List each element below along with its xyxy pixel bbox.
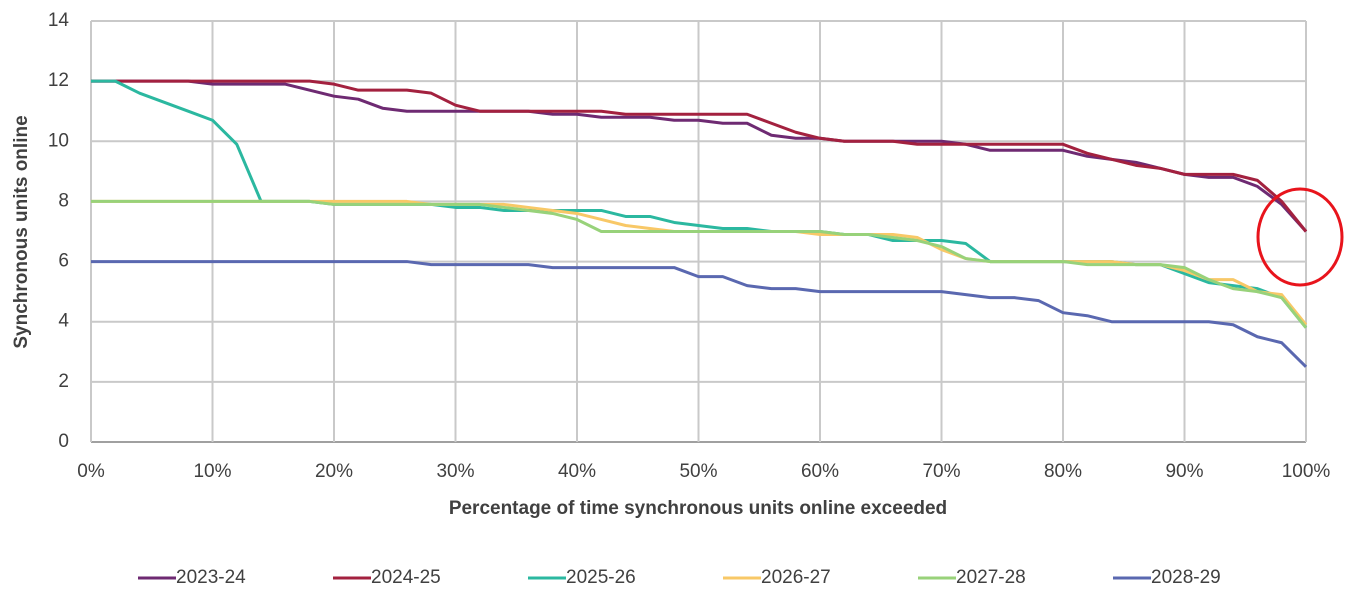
series-line	[91, 79, 1308, 233]
legend-label: 2025-26	[566, 567, 636, 588]
x-tick-label: 60%	[801, 461, 839, 482]
legend-label: 2026-27	[761, 567, 831, 588]
y-tick-label: 0	[58, 431, 69, 452]
series-line	[91, 199, 1308, 329]
x-tick-label: 50%	[679, 461, 717, 482]
y-tick-label: 4	[58, 311, 69, 332]
legend-label: 2023-24	[176, 567, 246, 588]
legend: 2023-24 2024-25 2025-26 2026-27 2027-28 2028-…	[138, 567, 1221, 588]
series-line	[91, 260, 1308, 368]
y-tick-label: 14	[48, 10, 70, 31]
y-tick-label: 10	[48, 130, 69, 151]
x-tick-label: 30%	[436, 461, 474, 482]
x-tick-label: 0%	[77, 461, 105, 482]
x-tick-label: 90%	[1165, 461, 1203, 482]
y-tick-label: 6	[58, 251, 69, 272]
x-axis-title: Percentage of time synchronous units onl…	[449, 498, 947, 519]
x-tick-label: 10%	[193, 461, 231, 482]
x-tick-label: 100%	[1282, 461, 1331, 482]
y-axis-title: Synchronous units online	[11, 115, 32, 348]
x-tick-label: 80%	[1044, 461, 1082, 482]
x-tick-label: 20%	[315, 461, 353, 482]
lines	[91, 79, 1308, 368]
legend-label: 2027-28	[956, 567, 1026, 588]
highlight-circle	[1256, 187, 1344, 287]
legend-label: 2028-29	[1151, 567, 1221, 588]
x-tick-label: 40%	[558, 461, 596, 482]
x-tick-label: 70%	[922, 461, 960, 482]
legend-label: 2024-25	[371, 567, 441, 588]
y-tick-label: 12	[48, 70, 69, 91]
y-tick-label: 2	[58, 371, 69, 392]
y-tick-label: 8	[58, 190, 69, 211]
